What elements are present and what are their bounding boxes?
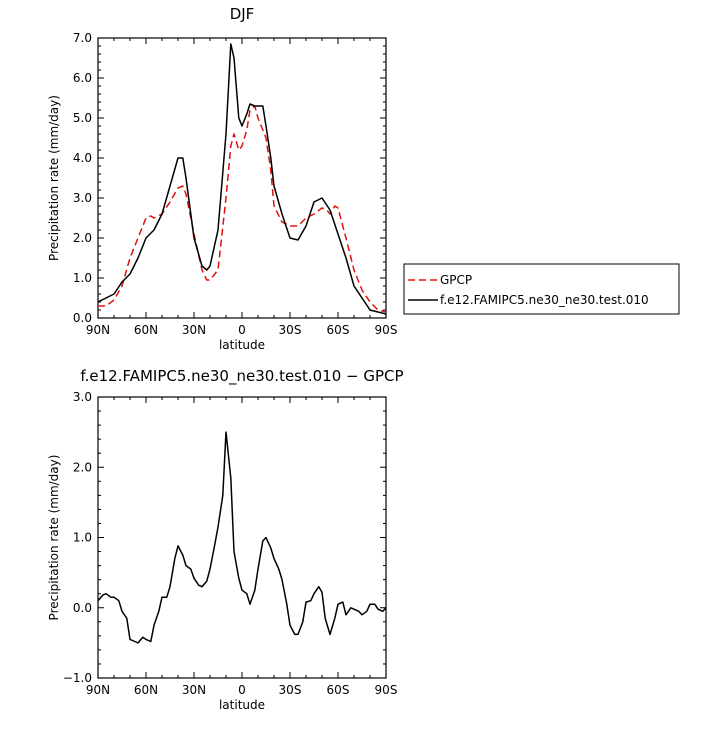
y-axis-label: Precipitation rate (mm/day) [47, 455, 61, 621]
plot-frame [97, 396, 387, 679]
y-tick-label: 7.0 [73, 31, 92, 45]
chart-title: f.e12.FAMIPC5.ne30_ne30.test.010 − GPCP [80, 367, 403, 386]
x-tick-label: 60S [327, 683, 350, 697]
x-tick-label: 90S [375, 323, 398, 337]
x-tick-label: 30N [182, 323, 206, 337]
x-axis-label: latitude [219, 338, 265, 352]
x-tick-label: 60S [327, 323, 350, 337]
chart-title: DJF [230, 5, 255, 23]
plot-frame [97, 37, 387, 319]
y-tick-label: 0.0 [73, 311, 92, 325]
y-tick-label: 2.0 [73, 460, 92, 474]
chart-panel-1: DJF 0.0 1.0 2.0 3.0 4.0 5.0 6.0 7.0 90N 60N 30N 0 30S… [47, 5, 680, 352]
y-tick-label: 3.0 [73, 191, 92, 205]
x-tick-label: 90S [375, 683, 398, 697]
x-tick-label: 30N [182, 683, 206, 697]
y-tick-label: 3.0 [73, 390, 92, 404]
chart-panel-2: f.e12.FAMIPC5.ne30_ne30.test.010 − GPCP −… [47, 367, 404, 712]
series-line-1 [98, 431, 386, 644]
y-tick-label: −1.0 [63, 671, 92, 685]
series-line-f-e12-famipc5-ne30-ne30-test-010 [98, 43, 386, 315]
x-tick-label: 0 [238, 683, 246, 697]
y-tick-label: 1.0 [73, 531, 92, 545]
y-tick-label: 0.0 [73, 601, 92, 615]
y-tick-label: 2.0 [73, 231, 92, 245]
y-tick-label: 4.0 [73, 151, 92, 165]
legend-entry: GPCP [440, 273, 472, 287]
series-line-gpcp [98, 105, 386, 313]
y-tick-label: 6.0 [73, 71, 92, 85]
legend-entry: f.e12.FAMIPC5.ne30_ne30.test.010 [440, 293, 649, 307]
x-tick-label: 60N [134, 323, 158, 337]
x-axis-label: latitude [219, 698, 265, 712]
x-tick-label: 90N [86, 683, 110, 697]
x-tick-label: 30S [279, 683, 302, 697]
x-tick-label: 60N [134, 683, 158, 697]
x-tick-label: 90N [86, 323, 110, 337]
x-tick-label: 30S [279, 323, 302, 337]
legend: GPCP f.e12.FAMIPC5.ne30_ne30.test.010 [403, 263, 680, 315]
y-axis-label: Precipitation rate (mm/day) [47, 95, 61, 261]
x-tick-label: 0 [238, 323, 246, 337]
legend-box [403, 263, 680, 315]
y-tick-label: 1.0 [73, 271, 92, 285]
y-tick-label: 5.0 [73, 111, 92, 125]
